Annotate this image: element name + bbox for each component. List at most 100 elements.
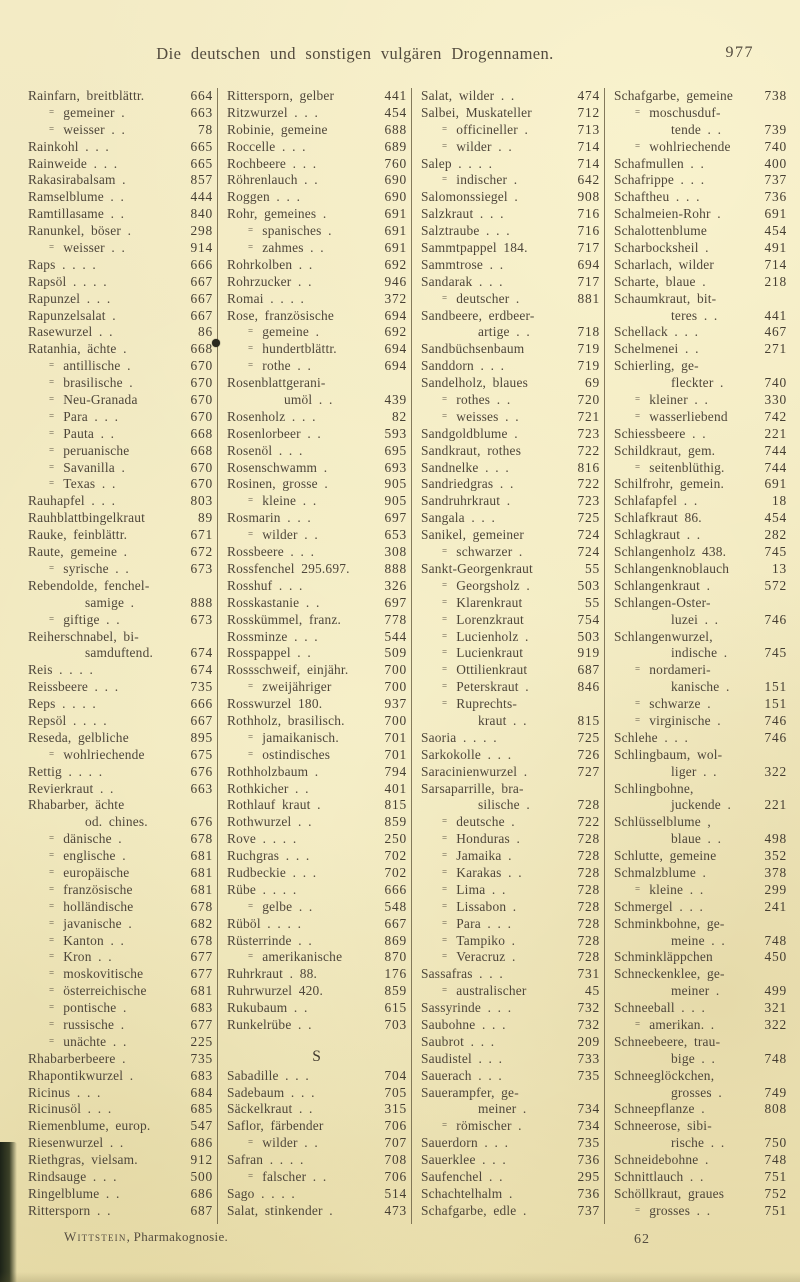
sub-entry-marker: = <box>49 410 55 421</box>
running-title: Die deutschen und sonstigen vulgären Dro… <box>156 44 554 63</box>
entry-text: Safran . . . . <box>227 1152 304 1168</box>
entry-text: Scharbocksheil . <box>614 240 709 256</box>
index-entry: Saufenchel . . 295 <box>421 1169 600 1186</box>
index-entry: Ruhrwurzel 420. 859 <box>227 983 407 1000</box>
entry-text: Schlafapfel . . <box>614 493 698 509</box>
entry-text: kraut . . <box>478 712 527 728</box>
index-entry: Sanddorn . . . 719 <box>421 358 600 375</box>
entry-text: Lucienholz . <box>456 628 529 644</box>
sub-entry-marker: = <box>248 731 254 742</box>
entry-page-number: 713 <box>577 121 600 137</box>
index-entry: Reseda, gelbliche 895 <box>28 730 213 747</box>
entry-text: Schlagkraut . . <box>614 527 701 543</box>
sub-entry-marker: = <box>248 529 254 540</box>
sub-entry-marker: = <box>49 1002 55 1013</box>
index-entry: Rochbeere . . . 760 <box>227 156 407 173</box>
entry-text: wohlriechende <box>649 138 731 154</box>
sub-entry-marker: = <box>49 968 55 979</box>
signature-number: 62 <box>634 1232 650 1247</box>
index-subentry: = wilder . . 707 <box>227 1135 407 1152</box>
entry-text: wohlriechende <box>63 746 145 762</box>
entry-page-number: 467 <box>764 324 787 340</box>
entry-page-number: 82 <box>392 408 407 424</box>
entry-page-number: 454 <box>384 104 407 120</box>
index-entry: Rasewurzel . . 86 <box>28 324 213 341</box>
entry-text: Röhrenlauch . . <box>227 172 318 188</box>
entry-text: indischer . <box>456 172 518 188</box>
sub-entry-marker: = <box>635 394 641 405</box>
index-entry: Roggen . . . 690 <box>227 189 407 206</box>
entry-text: Rohrkolben . . <box>227 256 313 272</box>
entry-text: Sabadille . . . <box>227 1067 309 1083</box>
entry-page-number: 692 <box>384 324 407 340</box>
entry-text: Reps . . . . <box>28 696 96 712</box>
entry-text: Schlingbaum, wol- <box>614 746 723 762</box>
entry-page-number: 695 <box>384 442 407 458</box>
sub-entry-marker: = <box>49 613 55 624</box>
index-entry: Schneidebohne . 748 <box>614 1152 787 1169</box>
index-entry: Röhrenlauch . . 690 <box>227 172 407 189</box>
index-entry: Sauerampfer, ge- <box>421 1085 600 1102</box>
index-entry: Scharbocksheil . 491 <box>614 240 787 257</box>
sub-entry-marker: = <box>442 934 448 945</box>
index-entry: Sandnelke . . . 816 <box>421 460 600 477</box>
sub-entry-marker: = <box>442 546 448 557</box>
entry-text: Honduras . <box>456 831 521 847</box>
entry-page-number: 326 <box>384 577 407 593</box>
entry-text: Rindsauge . . . <box>28 1169 117 1184</box>
index-entry: Roccelle . . . 689 <box>227 139 407 156</box>
index-entry: Rosshuf . . . 326 <box>227 578 407 595</box>
entry-page-number: 298 <box>190 223 213 239</box>
index-subentry: = gemeiner . 663 <box>28 105 213 122</box>
entry-text: silische . <box>478 797 530 813</box>
sub-entry-marker: = <box>442 883 448 894</box>
index-subentry: = wohlriechende 675 <box>28 747 213 764</box>
entry-text: samduftend. <box>85 645 154 661</box>
index-column-1: Rainfarn, breitblättr. 664 = gemeiner . 663 =… <box>28 88 218 1224</box>
entry-text: Saflor, färbender <box>227 1118 324 1134</box>
entry-page-number: 682 <box>190 915 213 931</box>
entry-text: Ranunkel, böser . <box>28 223 132 239</box>
sub-entry-marker: = <box>248 748 254 759</box>
index-entry: Schlingbohne, <box>614 781 787 798</box>
entry-text: zweijähriger <box>262 679 332 695</box>
entry-text: Sassafras . . . <box>421 966 503 982</box>
entry-text: Repsöl . . . . <box>28 712 107 728</box>
index-entry: Raute, gemeine . 672 <box>28 544 213 561</box>
entry-page-number: 668 <box>190 425 213 441</box>
entry-text: moskovitische <box>63 966 144 982</box>
entry-text: englische . <box>63 848 126 864</box>
entry-page-number: 914 <box>190 240 213 256</box>
entry-page-number: 751 <box>764 1202 787 1218</box>
entry-page-number: 670 <box>190 375 213 391</box>
index-subentry: = russische . 677 <box>28 1017 213 1034</box>
entry-page-number: 706 <box>384 1118 407 1134</box>
index-subentry: = schwarzer . 724 <box>421 544 600 561</box>
index-entry: Sandgoldblume . 723 <box>421 426 600 443</box>
entry-text: Rauhblattbingelkraut <box>28 510 146 526</box>
index-entry: Schafgarbe, gemeine 738 <box>614 88 787 105</box>
entry-text: blaue . . <box>671 831 722 847</box>
entry-page-number: 547 <box>190 1118 213 1134</box>
entry-page-number: 735 <box>190 679 213 695</box>
sub-entry-marker: = <box>442 613 448 624</box>
entry-page-number: 700 <box>384 662 407 678</box>
index-entry: Scharte, blaue . 218 <box>614 274 787 291</box>
sub-entry-marker: = <box>49 377 55 388</box>
index-entry: Saubohne . . . 732 <box>421 1017 600 1034</box>
index-entry: Saracinienwurzel . 727 <box>421 764 600 781</box>
entry-text: weisser . . <box>63 121 126 137</box>
entry-text: Roggen . . . <box>227 189 301 205</box>
entry-text: Schlutte, gemeine <box>614 848 717 864</box>
index-subentry: = unächte . . 225 <box>28 1034 213 1051</box>
index-entry: Sandruhrkraut . 723 <box>421 493 600 510</box>
entry-text: Schaftheu . . . <box>614 189 700 205</box>
entry-page-number: 667 <box>190 307 213 323</box>
entry-page-number: 694 <box>577 256 600 272</box>
index-subentry: = falscher . . 706 <box>227 1169 407 1186</box>
index-subentry: = brasilische . 670 <box>28 375 213 392</box>
index-entry: Schmalzblume . 378 <box>614 865 787 882</box>
index-entry: Schachtelhalm . 736 <box>421 1186 600 1203</box>
entry-page-number: 151 <box>764 696 787 712</box>
entry-text: Rakasirabalsam . <box>28 172 126 188</box>
